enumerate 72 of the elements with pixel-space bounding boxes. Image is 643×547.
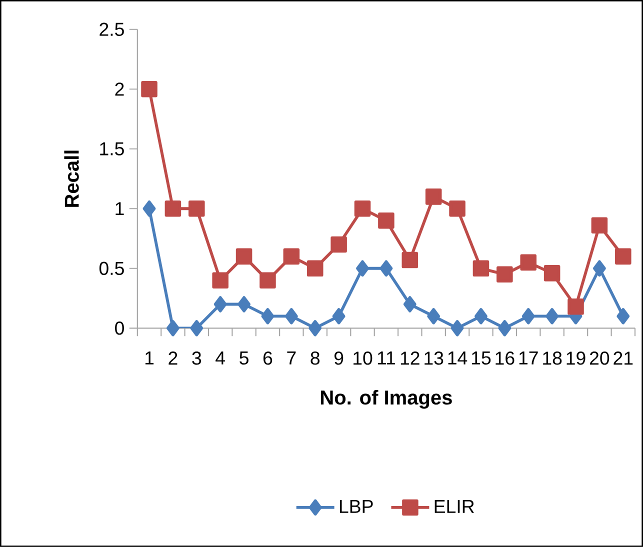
point xyxy=(236,248,252,265)
y-tick-label: 1 xyxy=(116,202,124,216)
point xyxy=(354,200,371,217)
x-tick-label: 6 xyxy=(263,352,272,365)
y-tick-label: 0 xyxy=(115,322,124,335)
point xyxy=(212,272,228,289)
point xyxy=(496,266,513,283)
point xyxy=(238,296,251,312)
point xyxy=(166,320,180,336)
point xyxy=(474,308,488,324)
x-tick-label: 15 xyxy=(472,352,491,365)
point xyxy=(306,260,324,277)
x-tick-label: 9 xyxy=(334,352,344,365)
point xyxy=(332,308,346,324)
point xyxy=(378,212,394,229)
point xyxy=(616,308,630,324)
point xyxy=(472,260,490,277)
point xyxy=(498,320,512,336)
x-tick-label: 20 xyxy=(590,352,610,365)
x-tick-label: 12 xyxy=(400,352,420,365)
point xyxy=(403,296,416,312)
point xyxy=(380,260,393,277)
point xyxy=(142,200,156,217)
point xyxy=(449,200,466,217)
point xyxy=(188,200,205,217)
x-tick-label: 16 xyxy=(496,352,514,365)
point xyxy=(190,320,204,336)
x-tick-label: 3 xyxy=(192,352,202,365)
y-tick-label: 2.5 xyxy=(100,22,124,36)
x-tick-label: 13 xyxy=(424,352,444,365)
legend-label: ELIR xyxy=(434,500,474,513)
x-tick-label: 10 xyxy=(354,352,372,365)
x-tick-label: 17 xyxy=(519,352,538,364)
y-tick-label: 2 xyxy=(115,82,124,96)
point xyxy=(214,296,227,312)
x-axis-title: No. of Images xyxy=(321,390,452,409)
point xyxy=(546,308,559,324)
x-tick-label: 8 xyxy=(310,352,320,365)
point xyxy=(164,200,182,217)
point xyxy=(427,308,440,324)
x-tick-label: 11 xyxy=(378,352,395,364)
point xyxy=(330,236,347,253)
x-tick-label: 2 xyxy=(168,352,178,365)
point xyxy=(261,308,274,324)
point xyxy=(141,81,158,98)
x-tick-label: 14 xyxy=(448,352,468,364)
point xyxy=(522,308,535,324)
y-axis-title: Recall xyxy=(64,150,79,207)
x-tick-label: 18 xyxy=(543,352,562,365)
x-tick-label: 19 xyxy=(566,352,586,365)
point xyxy=(568,298,584,315)
x-tick-label: 1 xyxy=(145,352,154,364)
point xyxy=(592,260,606,277)
y-tick-label: 1.5 xyxy=(100,142,124,156)
point xyxy=(450,320,464,336)
point xyxy=(591,217,608,234)
x-tick-label: 7 xyxy=(287,352,296,364)
point xyxy=(544,265,560,282)
x-tick-label: 4 xyxy=(216,352,225,364)
point xyxy=(425,188,442,205)
point xyxy=(284,308,298,324)
point xyxy=(260,272,276,289)
x-tick-label: 5 xyxy=(240,352,248,365)
y-tick-label: 0.5 xyxy=(99,262,124,276)
legend-label: LBP xyxy=(340,500,373,513)
point xyxy=(615,248,632,265)
point xyxy=(283,248,300,265)
point xyxy=(308,320,322,336)
x-tick-label: 21 xyxy=(614,352,633,365)
point xyxy=(356,260,369,277)
point xyxy=(520,254,537,271)
point xyxy=(402,252,418,268)
